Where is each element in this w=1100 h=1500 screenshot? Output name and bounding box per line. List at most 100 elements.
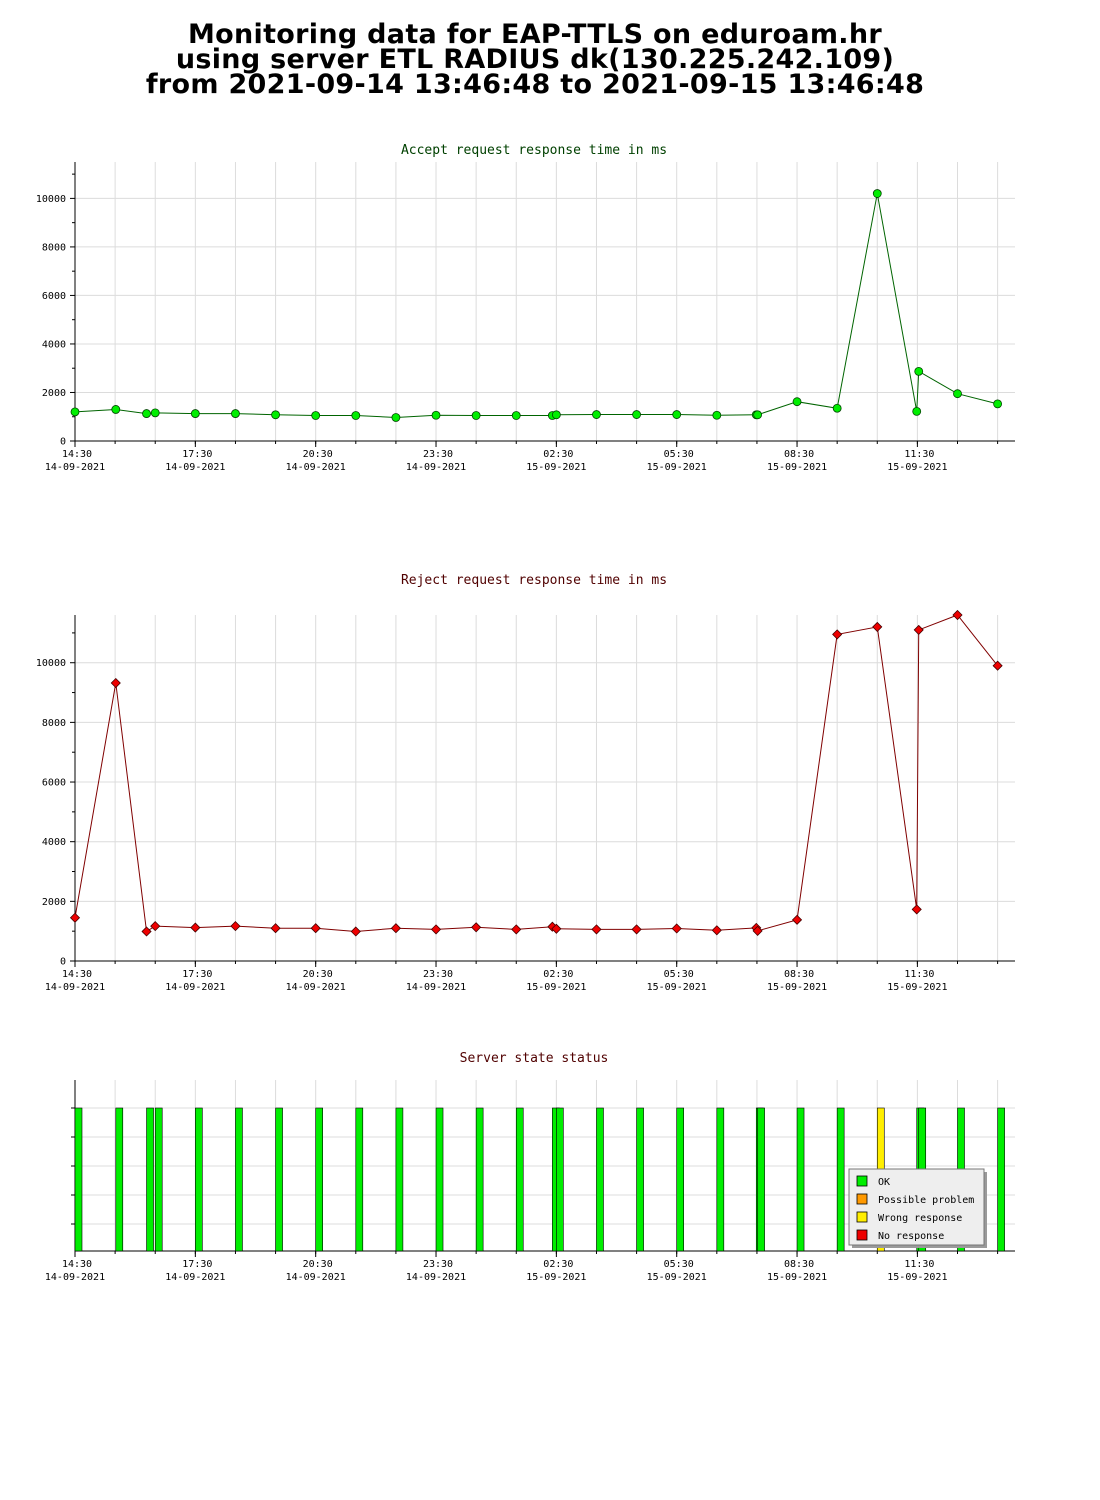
data-point: [70, 407, 80, 417]
x-tick-label-time: 05:30: [664, 449, 694, 460]
data-point: [912, 407, 922, 416]
x-tick-label-time: 14:30: [62, 1259, 92, 1270]
data-point: [591, 924, 602, 935]
x-tick-label-time: 08:30: [784, 969, 814, 980]
data-point: [471, 411, 481, 420]
status-bar: [475, 1107, 484, 1252]
x-tick-label-date: 14-09-2021: [286, 462, 346, 473]
header-line-3: from 2021-09-14 13:46:48 to 2021-09-15 1…: [145, 69, 925, 100]
x-tick-label-date: 14-09-2021: [286, 982, 346, 993]
x-tick-label-time: 02:30: [543, 449, 573, 460]
x-tick-label-time: 14:30: [62, 449, 92, 460]
x-tick-label-time: 11:30: [904, 969, 934, 980]
y-tick-label: 10000: [36, 194, 66, 205]
status-bar: [146, 1107, 154, 1252]
accept-response-chart: Accept request response time in ms 14:30 1…: [36, 143, 1015, 473]
status-bar: [676, 1107, 685, 1252]
data-point: [753, 410, 763, 420]
data-point: [632, 410, 641, 419]
chart-title: Reject request response time in ms: [401, 573, 667, 588]
x-tick-label-time: 02:30: [543, 1259, 573, 1270]
data-point: [270, 923, 281, 934]
data-point: [311, 411, 321, 420]
status-bar: [275, 1107, 283, 1252]
status-bar: [836, 1107, 845, 1252]
status-bar: [757, 1107, 765, 1252]
x-tick-label-time: 14:30: [62, 969, 92, 980]
status-bar: [195, 1107, 203, 1252]
status-bar: [515, 1107, 524, 1252]
data-point: [430, 924, 442, 935]
status-bar: [435, 1107, 444, 1252]
data-point: [190, 409, 200, 418]
x-tick-label-date: 15-09-2021: [767, 462, 827, 473]
data-point: [69, 912, 81, 923]
y-tick-label: 8000: [42, 718, 66, 729]
data-point: [142, 409, 151, 418]
x-tick-label-time: 20:30: [303, 1259, 333, 1270]
status-bar: [596, 1107, 604, 1252]
y-tick-label: 0: [60, 957, 66, 968]
y-tick-label: 4000: [42, 837, 66, 848]
legend-swatch: [856, 1211, 868, 1223]
x-tick-label-date: 14-09-2021: [406, 1272, 466, 1283]
x-tick-label-date: 15-09-2021: [647, 1272, 707, 1283]
x-tick-label-date: 14-09-2021: [165, 982, 225, 993]
data-point: [952, 609, 963, 621]
data-point: [712, 410, 722, 420]
y-tick-label: 2000: [42, 897, 66, 908]
data-point: [150, 921, 161, 932]
x-tick-label-time: 17:30: [182, 969, 212, 980]
legend-swatch: [856, 1175, 868, 1187]
data-point: [471, 922, 482, 933]
status-bar: [636, 1107, 644, 1252]
data-point: [431, 410, 441, 420]
data-point: [872, 621, 883, 632]
x-tick-label-time: 20:30: [303, 449, 333, 460]
status-bar: [716, 1107, 725, 1252]
data-point: [150, 408, 160, 418]
x-tick-label-date: 15-09-2021: [767, 1272, 827, 1283]
data-point: [631, 924, 642, 935]
y-tick-label: 8000: [42, 242, 66, 253]
header-line-1: Monitoring data for EAP-TTLS on eduroam.…: [188, 19, 882, 50]
x-tick-label-date: 14-09-2021: [165, 462, 225, 473]
x-tick-label-date: 15-09-2021: [887, 1272, 947, 1283]
data-point: [190, 922, 201, 933]
status-bar: [74, 1107, 83, 1252]
x-tick-label-time: 20:30: [303, 969, 333, 980]
data-point: [271, 410, 280, 420]
data-point: [913, 624, 924, 635]
data-point: [671, 923, 682, 934]
legend-label: Possible problem: [878, 1195, 974, 1206]
data-point: [350, 926, 361, 937]
y-tick-label: 6000: [42, 778, 66, 789]
data-point: [511, 411, 521, 420]
data-point: [791, 914, 803, 925]
legend-box: [848, 1168, 985, 1246]
status-bar: [355, 1107, 364, 1252]
data-point: [231, 409, 240, 418]
data-point: [111, 405, 121, 414]
data-point: [390, 923, 401, 934]
x-tick-label-date: 15-09-2021: [526, 1272, 586, 1283]
x-tick-label-date: 14-09-2021: [45, 462, 105, 473]
data-point: [872, 189, 882, 198]
status-bar: [315, 1107, 323, 1252]
data-point: [592, 410, 601, 419]
header-line-2: using server ETL RADIUS dk(130.225.242.1…: [175, 44, 895, 75]
status-bar: [796, 1107, 805, 1252]
report-header: Monitoring data for EAP-TTLS on eduroam.…: [0, 19, 1070, 100]
status-bar: [395, 1107, 404, 1252]
data-point: [911, 904, 922, 915]
x-tick-label-date: 14-09-2021: [286, 1272, 346, 1283]
x-tick-label-date: 15-09-2021: [526, 982, 586, 993]
x-tick-label-date: 14-09-2021: [45, 982, 105, 993]
reject-response-chart: Reject request response time in ms 14:30 1…: [36, 573, 1015, 993]
x-tick-label-date: 15-09-2021: [647, 462, 707, 473]
y-tick-label: 6000: [42, 291, 66, 302]
x-tick-label-date: 15-09-2021: [526, 462, 586, 473]
legend-label: No response: [878, 1231, 944, 1242]
data-point: [230, 921, 241, 932]
data-point: [914, 366, 924, 376]
